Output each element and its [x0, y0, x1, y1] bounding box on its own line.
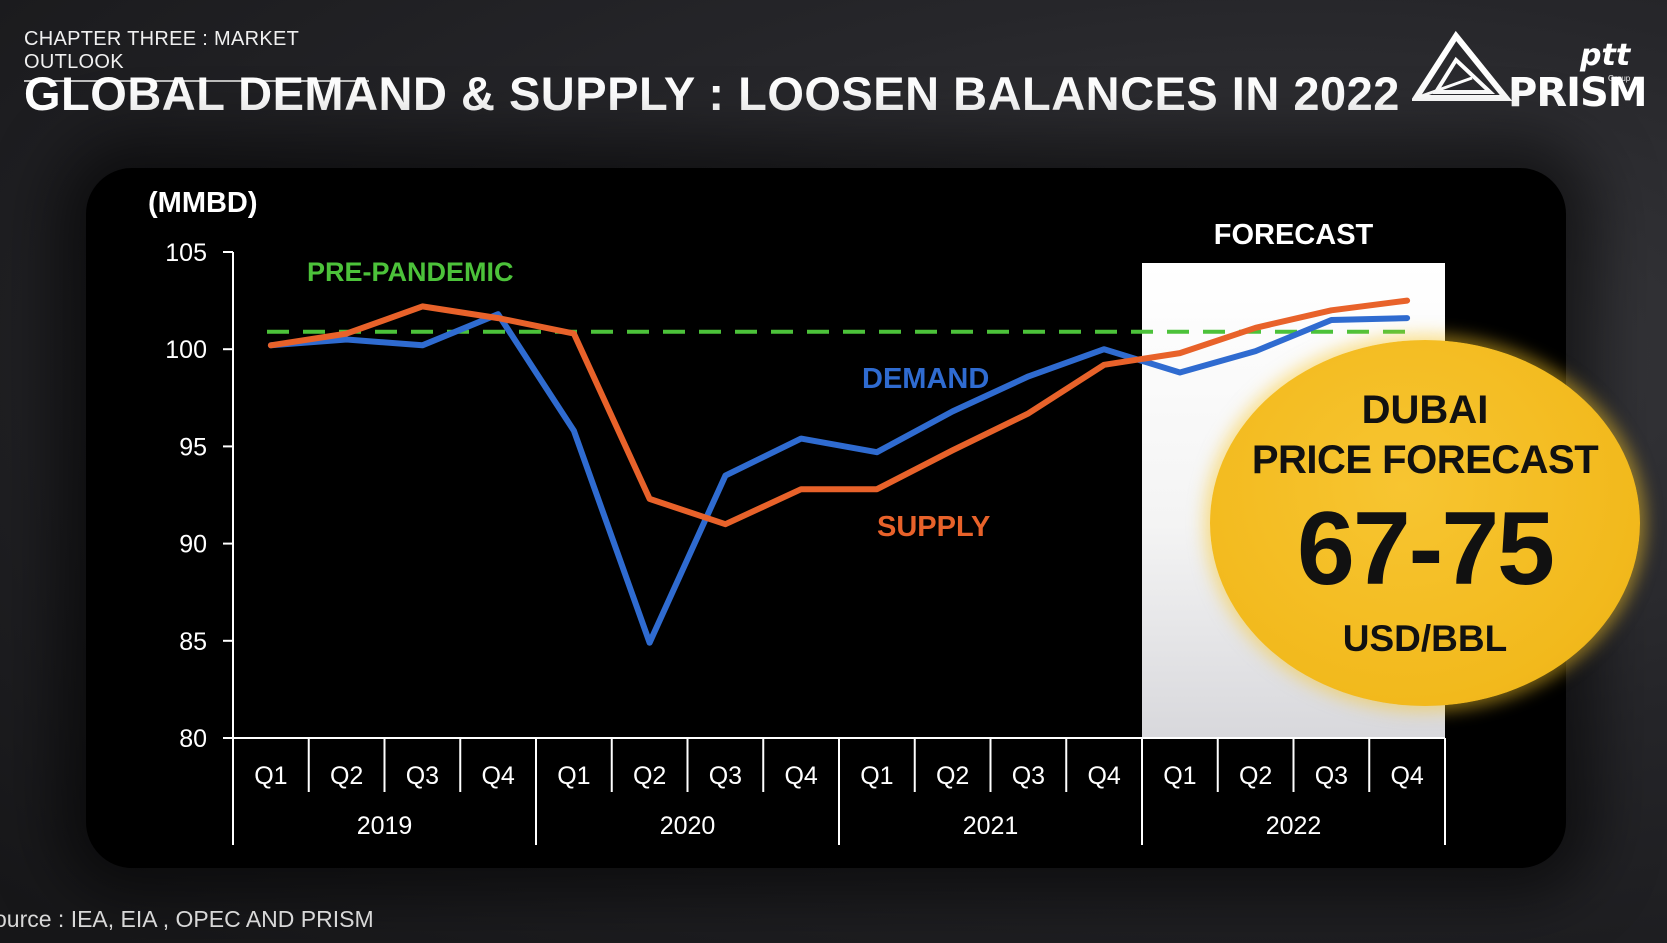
x-tick-label: Q1 — [1163, 762, 1196, 790]
supply-data-point — [875, 487, 879, 491]
source-note: ource : IEA, EIA , OPEC AND PRISM — [0, 906, 374, 932]
y-tick-label: 100 — [165, 336, 207, 364]
supply-data-point — [1254, 326, 1258, 330]
x-tick-label: Q3 — [709, 762, 742, 790]
demand-data-point — [799, 437, 803, 441]
supply-series-label: SUPPLY — [877, 511, 990, 543]
badge-title-line1: DUBAI — [1361, 388, 1489, 432]
x-tick-label: Q1 — [860, 762, 893, 790]
prism-logo-text: PRISM — [1508, 70, 1648, 116]
y-tick-label: 85 — [179, 628, 207, 656]
prism-logo: ptt Group PRISM — [1412, 30, 1648, 116]
forecast-label: FORECAST — [1214, 219, 1374, 251]
x-tick-label: Q4 — [1390, 762, 1423, 790]
pre-pandemic-label: PRE-PANDEMIC — [307, 257, 514, 287]
demand-data-point — [572, 429, 576, 433]
demand-data-point — [951, 409, 955, 413]
supply-data-point — [1178, 351, 1182, 355]
x-tick-label: Q3 — [406, 762, 439, 790]
supply-data-point — [951, 448, 955, 452]
page-title: GLOBAL DEMAND & SUPPLY : LOOSEN BALANCES… — [24, 67, 1400, 120]
demand-data-point — [1254, 349, 1258, 353]
supply-data-point — [1102, 363, 1106, 367]
x-tick-label: Q2 — [330, 762, 363, 790]
x-tick-label: Q2 — [633, 762, 666, 790]
badge-unit: USD/BBL — [1342, 618, 1508, 659]
year-label: 2019 — [357, 812, 413, 840]
supply-series-line — [267, 297, 1411, 528]
x-tick-label: Q3 — [1012, 762, 1045, 790]
demand-data-point — [723, 474, 727, 478]
ptt-logo-text: ptt — [1580, 38, 1631, 73]
y-tick-label: 80 — [179, 725, 207, 753]
demand-series-label: DEMAND — [862, 363, 989, 395]
y-tick-label: 105 — [165, 239, 207, 267]
supply-data-point — [799, 487, 803, 491]
x-tick-label: Q2 — [1239, 762, 1272, 790]
supply-data-point — [723, 522, 727, 526]
supply-data-point — [1329, 308, 1333, 312]
x-tick-label: Q3 — [1315, 762, 1348, 790]
badge-title-line2: PRICE FORECAST — [1251, 438, 1599, 482]
supply-data-point — [269, 343, 273, 347]
demand-data-point — [1102, 347, 1106, 351]
demand-data-point — [420, 343, 424, 347]
demand-data-point — [875, 450, 879, 454]
demand-data-point — [345, 337, 349, 341]
price-forecast-badge: DUBAI PRICE FORECAST 67-75 USD/BBL — [1210, 340, 1640, 706]
group-logo-text: Group — [1608, 74, 1631, 83]
supply-data-point — [1405, 299, 1409, 303]
demand-data-point — [1178, 371, 1182, 375]
year-label: 2022 — [1266, 812, 1322, 840]
x-tick-label: Q4 — [481, 762, 514, 790]
supply-data-point — [496, 316, 500, 320]
demand-data-point — [1026, 374, 1030, 378]
x-tick-label: Q2 — [936, 762, 969, 790]
triangle-logo-icon — [1412, 30, 1512, 101]
demand-series-line — [267, 311, 1411, 646]
year-label: 2021 — [963, 812, 1019, 840]
supply-data-point — [572, 332, 576, 336]
supply-data-point — [1026, 411, 1030, 415]
x-tick-label: Q4 — [784, 762, 817, 790]
demand-data-point — [648, 641, 652, 645]
y-axis-unit-label: (MMBD) — [148, 187, 258, 219]
demand-data-point — [1405, 316, 1409, 320]
y-tick-label: 90 — [179, 531, 207, 559]
year-label: 2020 — [660, 812, 716, 840]
badge-price-range: 67-75 — [1297, 491, 1555, 607]
supply-data-point — [648, 497, 652, 501]
x-tick-label: Q1 — [254, 762, 287, 790]
x-tick-label: Q4 — [1087, 762, 1120, 790]
x-tick-label: Q1 — [557, 762, 590, 790]
supply-data-point — [420, 304, 424, 308]
demand-data-point — [1329, 318, 1333, 322]
chapter-label: CHAPTER THREE : MARKET OUTLOOK — [24, 28, 369, 82]
y-tick-label: 95 — [179, 433, 207, 461]
supply-data-point — [345, 332, 349, 336]
